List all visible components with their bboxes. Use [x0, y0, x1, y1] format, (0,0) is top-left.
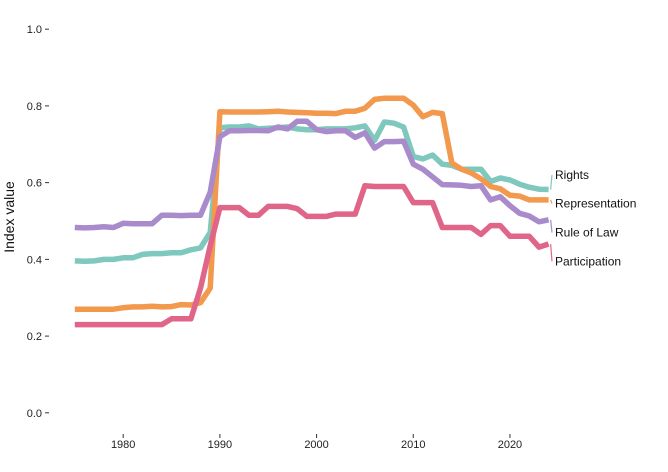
x-tick-label: 1990: [208, 439, 232, 451]
x-axis: 1980 1990 2000 2010 2020: [111, 434, 522, 451]
series-line-rights: [74, 119, 549, 265]
x-tick-label: 2000: [304, 439, 328, 451]
label-leader-participation: [550, 243, 553, 262]
series-line-rule-of-law: [74, 118, 550, 231]
y-axis: 0.0 0.2 0.4 0.6 0.8 1.0: [27, 24, 49, 420]
series-label-rights: Rights: [555, 168, 589, 182]
series-line-participation: [74, 182, 550, 328]
label-leader-rule-of-law: [550, 219, 553, 233]
series-label-representation: Representation: [555, 197, 636, 211]
y-axis-title: Index value: [1, 181, 17, 253]
series-lines: [74, 95, 550, 328]
x-tick-label: 2020: [498, 439, 522, 451]
x-tick-label: 2010: [401, 439, 425, 451]
y-tick-label: 0.4: [27, 254, 42, 266]
y-tick-label: 0.6: [27, 178, 42, 190]
label-leader-representation: [550, 199, 553, 204]
series-label-rule-of-law: Rule of Law: [555, 226, 619, 240]
y-tick-label: 1.0: [27, 24, 42, 36]
label-leader-rights: [550, 174, 553, 190]
series-labels: Rights Representation Rule of Law Participa…: [550, 168, 636, 268]
series-label-participation: Participation: [555, 254, 621, 268]
y-tick-label: 0.0: [27, 408, 42, 420]
series-line-representation: [74, 95, 549, 312]
y-tick-label: 0.8: [27, 101, 42, 113]
y-tick-label: 0.2: [27, 331, 42, 343]
x-tick-label: 1980: [111, 439, 135, 451]
